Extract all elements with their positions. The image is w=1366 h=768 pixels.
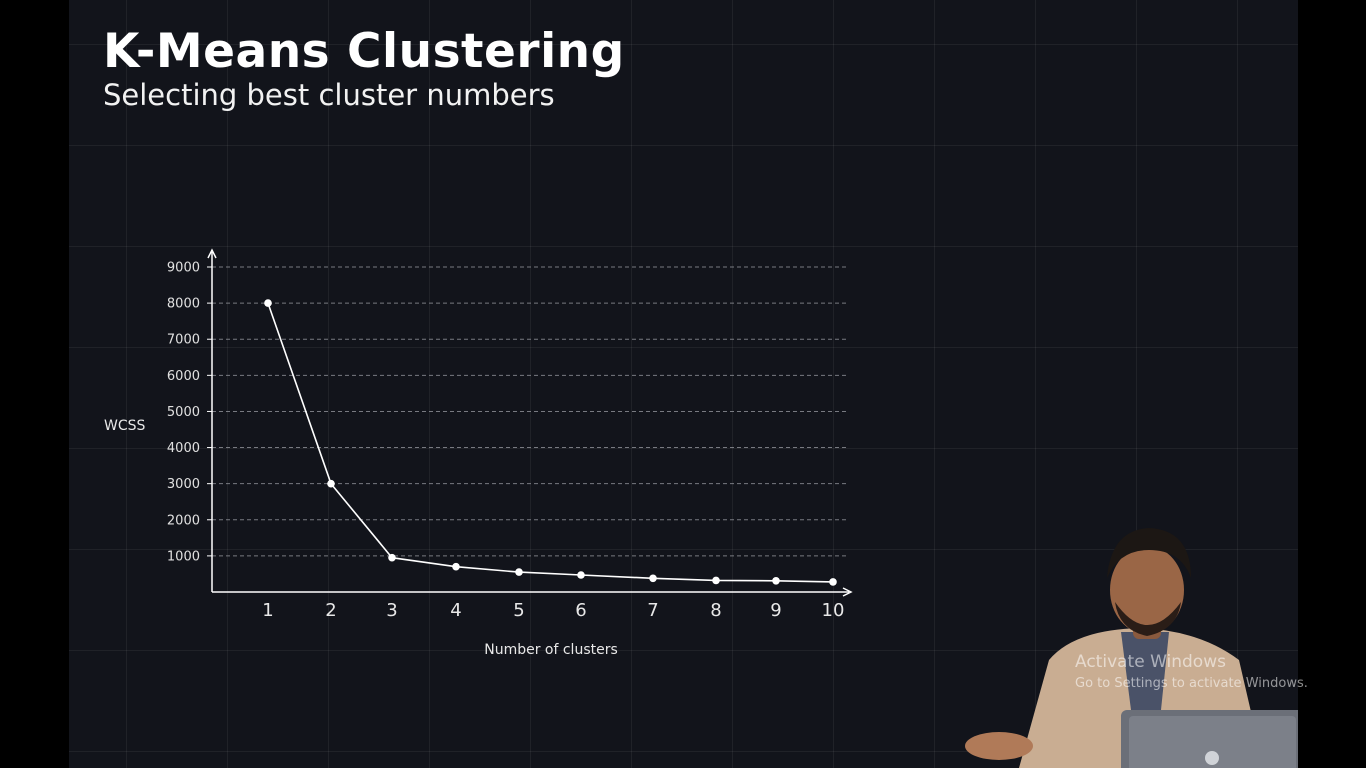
x-tick-label: 6 (575, 600, 586, 621)
y-tick-label: 8000 (167, 297, 200, 312)
x-tick-label: 8 (710, 600, 721, 621)
y-tick-label: 6000 (167, 369, 200, 384)
data-point (829, 578, 837, 586)
x-tick-label: 10 (822, 600, 845, 621)
y-tick-label: 4000 (167, 441, 200, 456)
y-tick-label: 3000 (167, 477, 200, 492)
data-point (772, 577, 780, 585)
elbow-chart: WCSS Number of clusters 1000 2000 3000 4000… (104, 248, 853, 658)
x-axis-arrow (842, 587, 853, 597)
data-point (577, 571, 585, 579)
y-axis-arrow (207, 248, 217, 259)
data-point (712, 576, 720, 585)
y-tick-label: 5000 (167, 405, 200, 420)
watermark-subtitle: Go to Settings to activate Windows. (1075, 676, 1308, 691)
slide-title: K-Means Clustering (103, 24, 625, 79)
data-point (264, 299, 272, 307)
y-tick-label: 7000 (167, 333, 200, 348)
slide-subtitle: Selecting best cluster numbers (103, 78, 555, 112)
x-tick-label: 4 (450, 600, 461, 621)
data-point (388, 553, 396, 562)
x-tick-label: 5 (513, 600, 524, 621)
y-axis-label: WCSS (104, 418, 146, 434)
x-axis-label: Number of clusters (484, 642, 618, 658)
presenter-video-icon (965, 528, 1298, 768)
watermark-title: Activate Windows (1075, 652, 1226, 672)
data-point (452, 562, 460, 571)
data-point (327, 479, 335, 488)
activate-windows-watermark: Activate Windows Go to Settings to activ… (1075, 652, 1308, 691)
x-tick-label: 7 (647, 600, 658, 621)
y-tick-label: 1000 (167, 549, 200, 564)
x-tick-label: 3 (386, 600, 397, 621)
slide: K-Means Clustering Selecting best cluste… (69, 0, 1298, 768)
x-tick-label: 9 (770, 600, 781, 621)
data-point (515, 568, 523, 576)
x-tick-label: 1 (262, 600, 273, 621)
y-tick-label: 2000 (167, 513, 200, 528)
y-tick-label: 9000 (167, 261, 200, 276)
x-tick-label: 2 (325, 600, 336, 621)
data-point (649, 574, 657, 583)
series-line (267, 302, 834, 583)
